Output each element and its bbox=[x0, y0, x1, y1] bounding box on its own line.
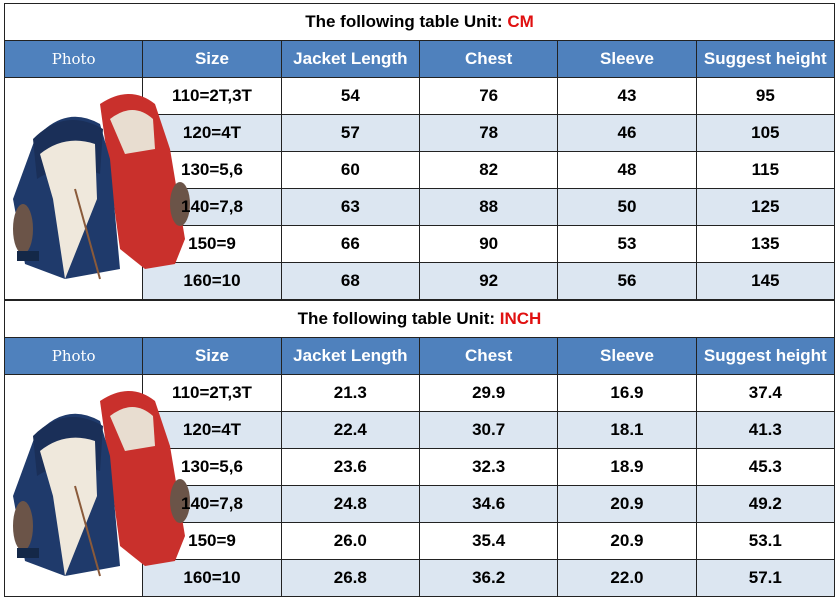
table-cell: 135 bbox=[695, 225, 836, 263]
table-cell: 26.8 bbox=[280, 559, 420, 597]
unit-label: CM bbox=[507, 12, 534, 31]
table-cell: 54 bbox=[280, 77, 420, 115]
title-text: The following table Unit: bbox=[305, 12, 508, 31]
table-cell: 21.3 bbox=[280, 374, 420, 412]
jacket-photo bbox=[13, 93, 190, 279]
table-cell: 53.1 bbox=[695, 522, 836, 560]
table-row: 150=9 66 90 53 135 bbox=[5, 225, 836, 263]
table-cell: 88 bbox=[418, 188, 559, 226]
table-cell: 50 bbox=[557, 188, 697, 226]
table-cell: 18.9 bbox=[557, 448, 697, 486]
table-cell: 160=10 bbox=[142, 559, 282, 597]
column-header: Photo bbox=[3, 40, 144, 78]
table-cell: 48 bbox=[557, 151, 697, 189]
column-header: Jacket Length bbox=[280, 337, 420, 375]
table-cell: 78 bbox=[418, 114, 559, 152]
table-cell: 20.9 bbox=[557, 522, 697, 560]
table-row: 160=10 68 92 56 145 bbox=[5, 262, 836, 300]
table-cell: 24.8 bbox=[280, 485, 420, 523]
table-cell: 68 bbox=[280, 262, 420, 300]
table-cell: 34.6 bbox=[418, 485, 559, 523]
column-header: Photo bbox=[3, 337, 144, 375]
table-cell: 32.3 bbox=[418, 448, 559, 486]
table-cell: 125 bbox=[695, 188, 836, 226]
table-cell: 46 bbox=[557, 114, 697, 152]
table-title: The following table Unit: CM bbox=[4, 3, 835, 41]
table-cell: 26.0 bbox=[280, 522, 420, 560]
column-header: Suggest height bbox=[695, 40, 836, 78]
table-cell: 105 bbox=[695, 114, 836, 152]
title-text: The following table Unit: bbox=[297, 309, 500, 328]
table-cell: 82 bbox=[418, 151, 559, 189]
table-title: The following table Unit: INCH bbox=[4, 300, 835, 338]
table-cell: 22.0 bbox=[557, 559, 697, 597]
header-row: Photo Size Jacket Length Chest Sleeve Suggest… bbox=[3, 40, 836, 78]
table-cell: 56 bbox=[557, 262, 697, 300]
table-cell: 66 bbox=[280, 225, 420, 263]
table-cell: 22.4 bbox=[280, 411, 420, 449]
table-cell: 18.1 bbox=[557, 411, 697, 449]
table-cell: 23.6 bbox=[280, 448, 420, 486]
table-cell: 160=10 bbox=[142, 262, 282, 300]
table-row: 160=10 26.8 36.2 22.0 57.1 bbox=[5, 559, 836, 597]
size-table-inch: The following table Unit: INCH Photo Size J… bbox=[3, 300, 836, 597]
table-cell: 110=2T,3T bbox=[142, 374, 282, 412]
table-cell: 90 bbox=[418, 225, 559, 263]
table-cell: 76 bbox=[418, 77, 559, 115]
photo-cell bbox=[3, 77, 190, 300]
size-chart: The following table Unit: CM Photo Size Jac… bbox=[3, 3, 836, 597]
table-cell: 115 bbox=[695, 151, 836, 189]
size-table-cm: The following table Unit: CM Photo Size Jac… bbox=[3, 3, 836, 300]
table-cell: 20.9 bbox=[557, 485, 697, 523]
column-header: Chest bbox=[418, 337, 559, 375]
table-cell: 30.7 bbox=[418, 411, 559, 449]
header-row: Photo Size Jacket Length Chest Sleeve Suggest… bbox=[3, 337, 836, 375]
table-cell: 145 bbox=[695, 262, 836, 300]
column-header: Suggest height bbox=[695, 337, 836, 375]
table-row: 110=2T,3T 54 76 43 95 bbox=[3, 77, 836, 300]
column-header: Chest bbox=[418, 40, 559, 78]
table-cell: 57 bbox=[280, 114, 420, 152]
table-cell: 63 bbox=[280, 188, 420, 226]
table-cell: 16.9 bbox=[557, 374, 697, 412]
table-cell: 37.4 bbox=[695, 374, 836, 412]
jacket-photo bbox=[13, 390, 190, 576]
column-header: Sleeve bbox=[557, 40, 697, 78]
table-cell: 35.4 bbox=[418, 522, 559, 560]
column-header: Jacket Length bbox=[280, 40, 420, 78]
table-cell: 60 bbox=[280, 151, 420, 189]
table-cell: 57.1 bbox=[695, 559, 836, 597]
table-row: 130=5,6 23.6 32.3 18.9 45.3 bbox=[5, 448, 836, 486]
table-cell: 92 bbox=[418, 262, 559, 300]
column-header: Sleeve bbox=[557, 337, 697, 375]
table-cell: 41.3 bbox=[695, 411, 836, 449]
table-cell: 29.9 bbox=[418, 374, 559, 412]
column-header: Size bbox=[142, 337, 282, 375]
table-row: 110=2T,3T 21.3 29.9 16.9 37.4 bbox=[3, 374, 836, 597]
photo-cell bbox=[3, 374, 190, 597]
table-cell: 43 bbox=[557, 77, 697, 115]
table-cell: 45.3 bbox=[695, 448, 836, 486]
table-cell: 95 bbox=[695, 77, 836, 115]
table-row: 150=9 26.0 35.4 20.9 53.1 bbox=[5, 522, 836, 560]
table-cell: 53 bbox=[557, 225, 697, 263]
table-cell: 110=2T,3T bbox=[142, 77, 282, 115]
column-header: Size bbox=[142, 40, 282, 78]
table-cell: 36.2 bbox=[418, 559, 559, 597]
table-cell: 49.2 bbox=[695, 485, 836, 523]
unit-label: INCH bbox=[499, 309, 542, 328]
table-row: 130=5,6 60 82 48 115 bbox=[5, 151, 836, 189]
